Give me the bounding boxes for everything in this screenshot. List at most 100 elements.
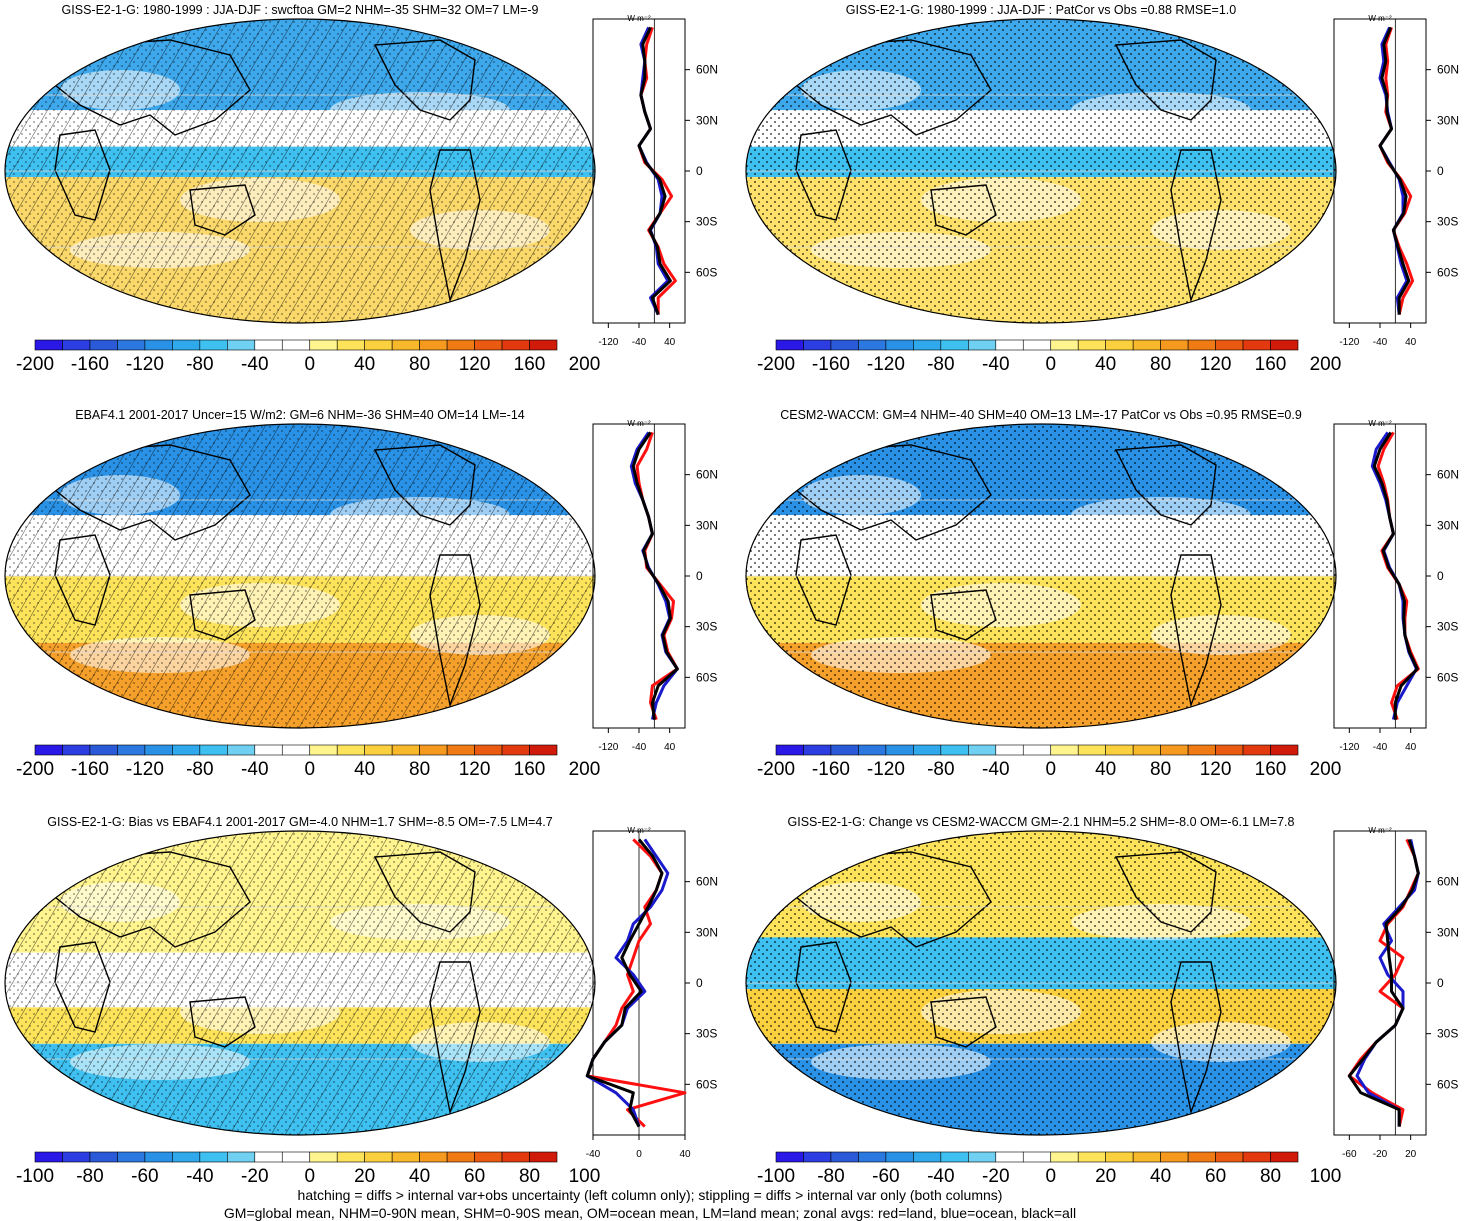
colorbar-segment <box>364 744 393 756</box>
panel-svg: -200 -160 -120 -80 -40 0 40 80 120 160 200 W m⁻² 60N… <box>745 14 1459 375</box>
colorbar-segment <box>968 339 997 351</box>
colorbar-label: 40 <box>1095 759 1116 780</box>
colorbar-label: 20 <box>354 1166 375 1187</box>
colorbar-label: -80 <box>186 354 213 375</box>
colorbar-segment <box>830 1151 859 1163</box>
colorbar-segment <box>995 1151 1024 1163</box>
colorbar-segment <box>940 339 969 351</box>
colorbar-segment <box>830 339 859 351</box>
colorbar-label: -120 <box>126 354 164 375</box>
stippling-overlay <box>746 831 1336 1135</box>
colorbar-segment <box>254 744 283 756</box>
colorbar-segment <box>1187 744 1216 756</box>
footer-line-1: hatching = diffs > internal var+obs unce… <box>297 1187 1003 1203</box>
colorbar-segment <box>336 339 365 351</box>
panel-title: GISS-E2-1-G: Bias vs EBAF4.1 2001-2017 G… <box>47 815 553 829</box>
colorbar-label: 60 <box>464 1166 485 1187</box>
colorbar-segment <box>144 744 173 756</box>
panel-title: GISS-E2-1-G: 1980-1999 : JJA-DJF : swcft… <box>61 3 539 17</box>
lat-label: 60S <box>1437 1077 1458 1091</box>
colorbar-label: 20 <box>1095 1166 1116 1187</box>
zonal-frame <box>592 423 686 729</box>
zonal-series-land <box>1347 838 1420 1127</box>
stippling-overlay <box>5 831 595 1135</box>
colorbar-label: 80 <box>409 354 430 375</box>
colorbar-segment <box>89 744 118 756</box>
colorbar-segment <box>1077 1151 1106 1163</box>
zonal-x-label: 40 <box>664 742 676 753</box>
lat-label: 0 <box>1437 569 1444 583</box>
colorbar-segment <box>995 744 1024 756</box>
colorbar-label: 160 <box>514 759 546 780</box>
colorbar-label: 40 <box>1095 354 1116 375</box>
colorbar-segment <box>913 339 942 351</box>
colorbar-label: -20 <box>241 1166 268 1187</box>
zonal-x-label: -40 <box>1373 337 1388 348</box>
map <box>746 831 1336 1135</box>
colorbar-segment <box>775 744 804 756</box>
zonal-x-label: -60 <box>1342 1149 1357 1160</box>
colorbar-segment <box>281 339 311 351</box>
colorbar-label: 200 <box>1310 759 1342 780</box>
colorbar-segment <box>419 1151 448 1163</box>
colorbar-label: -20 <box>982 1166 1009 1187</box>
lat-label: 30S <box>1437 215 1458 229</box>
colorbar-segment <box>446 1151 475 1163</box>
lat-label: 30S <box>696 620 717 634</box>
zonal-x-label: -20 <box>1373 1149 1388 1160</box>
colorbar-label: -40 <box>241 354 268 375</box>
colorbar-segment <box>1105 1151 1134 1163</box>
zonal-series-all <box>1378 26 1411 315</box>
colorbar-segment <box>1050 339 1079 351</box>
panel-svg: -200 -160 -120 -80 -40 0 40 80 120 160 200 W m⁻² 60N… <box>745 419 1459 780</box>
colorbar-segment <box>1215 1151 1244 1163</box>
colorbar-segment <box>117 339 146 351</box>
panel-svg: -200 -160 -120 -80 -40 0 40 80 120 160 200 W m⁻² 60N… <box>4 419 718 780</box>
colorbar-segment <box>117 744 146 756</box>
colorbar-label: -100 <box>757 1166 795 1187</box>
zonal-unit-label: W m⁻² <box>627 826 651 835</box>
lat-label: 30S <box>696 1027 717 1041</box>
zonal-x-label: -120 <box>598 742 618 753</box>
lat-label: 60S <box>696 670 717 684</box>
lat-label: 0 <box>696 569 703 583</box>
colorbar-segment <box>446 744 475 756</box>
lat-label: 60N <box>696 468 718 482</box>
lat-label: 30N <box>696 925 718 939</box>
colorbar-segment <box>199 744 228 756</box>
map-outline <box>745 830 1337 1136</box>
colorbar-segment <box>34 339 63 351</box>
colorbar-segment <box>1270 339 1299 351</box>
colorbar-segment <box>172 744 201 756</box>
colorbar-label: -100 <box>16 1166 54 1187</box>
lat-label: 60S <box>696 265 717 279</box>
colorbar-segment <box>1132 1151 1161 1163</box>
colorbar-segment <box>364 339 393 351</box>
colorbar-segment <box>529 1151 558 1163</box>
colorbar-label: 160 <box>1255 354 1287 375</box>
colorbar-label: -60 <box>131 1166 158 1187</box>
lat-label: 30N <box>696 518 718 532</box>
colorbar-segment <box>1215 744 1244 756</box>
colorbar-segment <box>227 1151 256 1163</box>
colorbar-segment <box>885 744 914 756</box>
zonal-unit-label: W m⁻² <box>1368 14 1392 23</box>
colorbar-segment <box>1022 744 1052 756</box>
colorbar-segment <box>89 1151 118 1163</box>
panel-4: CESM2-WACCM: GM=4 NHM=-40 SHM=40 OM=13 L… <box>741 405 1482 805</box>
lat-label: 60S <box>1437 265 1458 279</box>
colorbar-segment <box>1160 744 1189 756</box>
colorbar-segment <box>1077 744 1106 756</box>
colorbar-label: -60 <box>872 1166 899 1187</box>
panel-3: EBAF4.1 2001-2017 Uncer=15 W/m2: GM=6 NH… <box>0 405 741 805</box>
colorbar-label: 200 <box>569 759 601 780</box>
colorbar-segment <box>364 1151 393 1163</box>
colorbar-segment <box>940 1151 969 1163</box>
lat-label: 0 <box>1437 976 1444 990</box>
colorbar-segment <box>254 339 283 351</box>
stippling-overlay <box>746 19 1336 323</box>
colorbar-label: -120 <box>867 759 905 780</box>
colorbar-label: 80 <box>409 759 430 780</box>
lat-label: 60N <box>696 63 718 77</box>
zonal-x-label: -40 <box>632 742 647 753</box>
